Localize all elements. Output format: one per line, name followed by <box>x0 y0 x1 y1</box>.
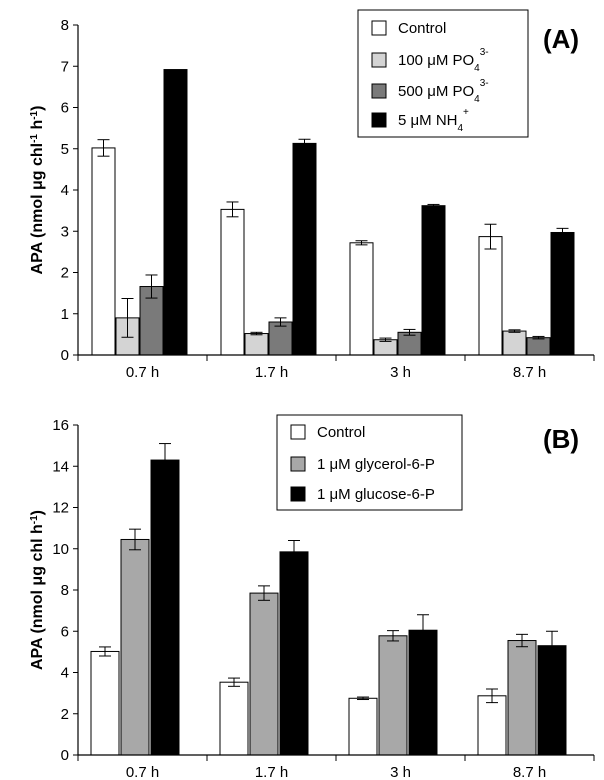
panel-a-bar <box>220 208 245 356</box>
panel-a-y-tick-label: 3 <box>61 223 69 240</box>
panel-b-bar <box>279 551 309 756</box>
panel-b-legend-label: Control <box>317 424 365 441</box>
panel-a-x-tick-label: 0.7 h <box>126 364 159 381</box>
panel-b-bar <box>150 459 180 756</box>
panel-b-y-tick-label: 0 <box>61 747 69 764</box>
panel-a-legend-swatch <box>371 20 387 36</box>
panel-b-x-tick-label: 1.7 h <box>255 764 288 780</box>
panel-a-bar <box>163 69 188 356</box>
panel-a-bar <box>244 333 269 356</box>
panel-a-x-tick-label: 3 h <box>390 364 411 381</box>
panel-a-y-tick-label: 2 <box>61 265 69 282</box>
panel-a-bar <box>349 242 374 356</box>
panel-b-x-tick-label: 0.7 h <box>126 764 159 780</box>
panel-b-legend: Control 1 μM glycerol-6-P 1 μM glucose-6-P <box>276 414 463 511</box>
panel-a-label: (A) <box>543 24 579 54</box>
panel-b-y-tick-label: 10 <box>52 541 69 558</box>
panel-b-label: (B) <box>543 424 579 454</box>
panel-a-legend-swatch <box>371 52 387 68</box>
panel-a-y-tick-label: 5 <box>61 141 69 158</box>
panel-b-y-axis-label: APA (nmol μg chl h-1) <box>29 510 47 670</box>
panel-b-bar <box>120 538 150 756</box>
panel-b-x-tick-label: 8.7 h <box>513 764 546 780</box>
panel-a-bar <box>91 147 116 356</box>
panel-b-bar <box>477 695 507 756</box>
panel-a-bar <box>526 337 551 356</box>
panel-a-bar <box>268 321 293 356</box>
panel-b-y-tick-label: 4 <box>61 665 69 682</box>
panel-b-legend-label: 1 μM glucose-6-P <box>317 486 435 503</box>
panel-b-bar <box>90 650 120 756</box>
panel-a-legend: Control 100 μM PO43- 500 μM PO43-5 μM NH4+ <box>357 9 529 138</box>
panel-a-bar <box>550 231 575 356</box>
panel-a-legend-swatch <box>371 112 387 128</box>
panel-a-x-tick-label: 8.7 h <box>513 364 546 381</box>
panel-a-y-tick-label: 1 <box>61 306 69 323</box>
panel-a-x-tick-label: 1.7 h <box>255 364 288 381</box>
panel-b-y-tick-label: 12 <box>52 500 69 517</box>
panel-a-bar <box>292 142 317 356</box>
panel-a-chart: APA (nmol μg chl-1 h-1) (A) 0 1 2 3 4 5 6 7 8 0.… <box>29 9 595 381</box>
panel-b-legend-label: 1 μM glycerol-6-P <box>317 456 435 473</box>
panel-a-bar <box>502 330 527 356</box>
panel-b-bar <box>507 640 537 756</box>
panel-b-bar <box>348 697 378 756</box>
panel-b-bar <box>537 645 567 756</box>
panel-a-legend-label: 500 μM PO43- <box>398 78 489 105</box>
panel-a-bar <box>478 236 503 356</box>
panel-b-legend-swatch <box>290 456 306 472</box>
panel-b-legend-box <box>276 414 463 511</box>
panel-b-bar <box>219 681 249 756</box>
panel-a-legend-label: Control <box>398 20 446 37</box>
panel-b-chart: APA (nmol μg chl h-1) (B) 0246810121416 … <box>29 414 595 780</box>
panel-a-y-tick-label: 8 <box>61 17 69 34</box>
panel-b-bar <box>408 629 438 756</box>
panel-a-bar <box>421 205 446 356</box>
panel-a-legend-label: 5 μM NH4+ <box>398 107 469 134</box>
panel-b-bar <box>378 635 408 756</box>
panel-b-legend-swatch <box>290 424 306 440</box>
panel-a-y-axis-label: APA (nmol μg chl-1 h-1) <box>29 106 47 275</box>
panel-a-y-tick-label: 7 <box>61 58 69 75</box>
panel-b-y-tick-label: 16 <box>52 417 69 434</box>
panel-b-x-tick-label: 3 h <box>390 764 411 780</box>
panel-b-y-tick-label: 8 <box>61 582 69 599</box>
panel-a-y-tick-label: 4 <box>61 182 69 199</box>
panel-b-y-tick-label: 14 <box>52 458 69 475</box>
panel-a-legend-swatch <box>371 83 387 99</box>
panel-b-legend-swatch <box>290 486 306 502</box>
panel-a-y-tick-label: 0 <box>61 347 69 364</box>
panel-a-bar <box>397 331 422 356</box>
panel-b-y-tick-label: 6 <box>61 623 69 640</box>
panel-b-y-tick-label: 2 <box>61 706 69 723</box>
panel-b-bar <box>249 592 279 756</box>
panel-a-bar <box>373 339 398 356</box>
panel-a-y-tick-label: 6 <box>61 100 69 117</box>
panel-a-legend-label: 100 μM PO43- <box>398 47 489 74</box>
